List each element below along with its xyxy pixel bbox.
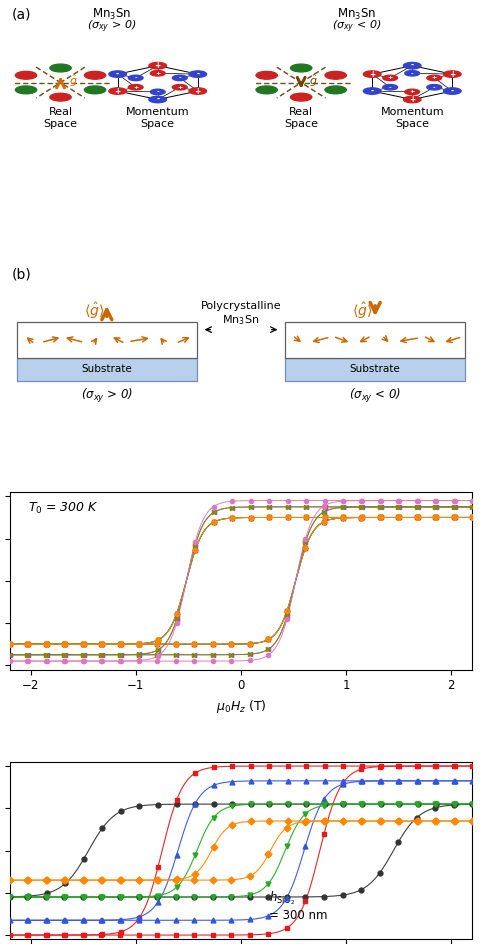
Text: $\hat{g}$: $\hat{g}$ [309,73,318,89]
Text: -: - [116,70,119,78]
Text: +: + [410,90,415,94]
Text: Mn$_3$Sn: Mn$_3$Sn [92,8,131,23]
Circle shape [291,93,312,101]
Circle shape [405,89,420,94]
Text: +: + [177,85,182,90]
X-axis label: $\mu_0 H_z$ (T): $\mu_0 H_z$ (T) [215,698,267,715]
Text: -: - [196,70,200,78]
Text: ($\sigma_{xy}$ > 0): ($\sigma_{xy}$ > 0) [80,387,133,405]
Text: +: + [133,85,138,90]
Circle shape [150,71,165,76]
Text: ($\sigma_{xy}$ < 0): ($\sigma_{xy}$ < 0) [332,18,381,35]
Circle shape [15,86,37,93]
Bar [16,358,197,380]
Text: -: - [411,61,414,70]
Text: -: - [451,87,454,95]
Circle shape [109,71,126,77]
Text: +: + [115,87,121,95]
Circle shape [15,72,37,79]
Text: (b): (b) [12,267,32,281]
Circle shape [325,72,346,79]
Text: $\langle\hat{g}\rangle$: $\langle\hat{g}\rangle$ [84,301,104,321]
Text: +: + [369,70,375,78]
Circle shape [149,62,166,69]
Text: Real
Space: Real Space [284,107,318,128]
Circle shape [443,88,461,94]
Circle shape [128,76,143,80]
Circle shape [256,72,277,79]
Text: -: - [411,71,414,76]
Circle shape [109,88,126,94]
Text: -: - [178,76,181,80]
Circle shape [173,76,187,80]
Text: Momentum
Space: Momentum Space [380,107,444,128]
Circle shape [363,71,381,77]
Text: $\hat{g}$: $\hat{g}$ [69,73,78,89]
Text: -: - [156,90,159,94]
Circle shape [427,76,442,80]
Text: -: - [156,95,159,104]
Bar [285,322,466,358]
Circle shape [443,71,461,77]
Text: ($\sigma_{xy}$ > 0): ($\sigma_{xy}$ > 0) [87,18,136,35]
Circle shape [256,86,277,93]
Bar [285,358,466,380]
Text: -: - [389,85,391,90]
Circle shape [291,64,312,72]
Text: $h_{\mathrm{SiO_2}}$
= 300 nm: $h_{\mathrm{SiO_2}}$ = 300 nm [269,889,327,921]
Circle shape [173,85,187,90]
Text: Mn$_3$Sn: Mn$_3$Sn [337,8,376,23]
Circle shape [363,88,381,94]
Text: (a): (a) [12,8,31,22]
Circle shape [405,71,420,76]
Circle shape [84,86,106,93]
Circle shape [403,62,421,69]
Text: +: + [195,87,201,95]
Text: Real
Space: Real Space [43,107,78,128]
Text: +: + [409,95,415,104]
Circle shape [189,71,207,77]
Text: +: + [388,76,393,80]
Circle shape [149,96,166,103]
Circle shape [325,86,346,93]
Circle shape [383,76,398,80]
Text: +: + [431,76,437,80]
Text: +: + [449,70,455,78]
Text: Polycrystalline
Mn$_3$Sn: Polycrystalline Mn$_3$Sn [201,301,281,327]
Circle shape [128,85,143,90]
Text: +: + [155,61,161,70]
Text: $\langle\hat{g}\rangle$: $\langle\hat{g}\rangle$ [352,301,373,321]
Circle shape [84,72,106,79]
Circle shape [403,96,421,103]
Text: ($\sigma_{xy}$ < 0): ($\sigma_{xy}$ < 0) [349,387,402,405]
Text: Momentum
Space: Momentum Space [126,107,189,128]
Text: $T_0$ = 300 K: $T_0$ = 300 K [28,501,99,516]
Text: -: - [134,76,137,80]
Text: -: - [371,87,374,95]
Text: Substrate: Substrate [81,364,132,374]
Circle shape [427,85,442,90]
Circle shape [189,88,207,94]
Circle shape [150,89,165,94]
Text: +: + [155,71,161,76]
Circle shape [50,64,71,72]
Text: Substrate: Substrate [350,364,401,374]
Text: -: - [433,85,436,90]
Circle shape [50,93,71,101]
Circle shape [383,85,398,90]
Bar [16,322,197,358]
